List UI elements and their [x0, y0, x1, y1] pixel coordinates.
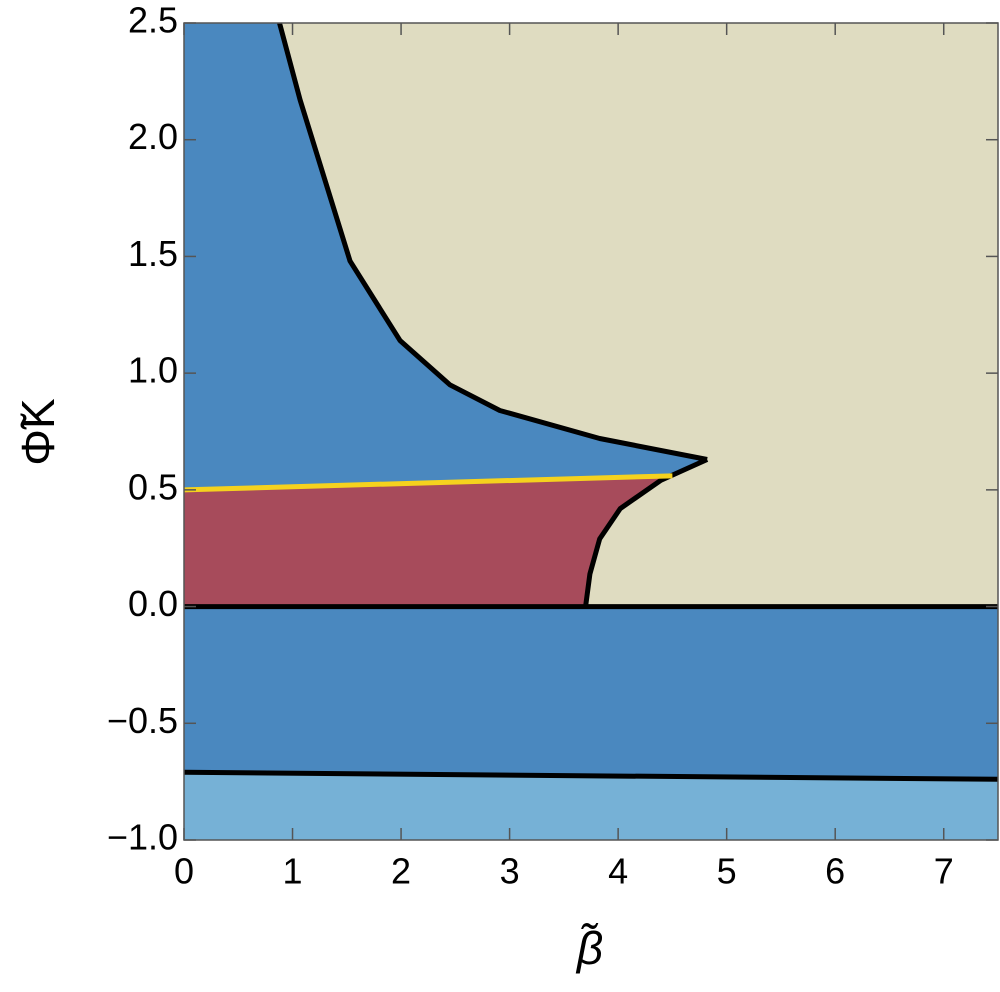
boundary-line	[183, 769, 999, 782]
y-tick-label: 2.0	[128, 116, 178, 157]
y-tick-label: 1.0	[128, 350, 178, 391]
y-axis-label: Φ̃K	[12, 398, 64, 466]
x-tick-label: 1	[283, 851, 303, 892]
y-tick-label: −1.0	[107, 817, 178, 858]
x-tick-label: 4	[608, 851, 628, 892]
x-tick-label: 3	[500, 851, 520, 892]
x-tick-label: 0	[174, 851, 194, 892]
y-tick-label: 0.0	[128, 583, 178, 624]
region	[184, 772, 998, 840]
y-tick-label: 0.5	[128, 466, 178, 507]
y-tick-label: 2.5	[128, 0, 178, 41]
x-tick-label: 7	[934, 851, 954, 892]
y-tick-label: 1.5	[128, 233, 178, 274]
x-tick-label: 5	[717, 851, 737, 892]
region	[184, 475, 673, 607]
region	[279, 23, 998, 607]
boundary-line	[183, 473, 673, 493]
x-tick-label: 6	[825, 851, 845, 892]
plot-frame	[183, 22, 999, 841]
boundary-line	[277, 22, 708, 462]
x-axis-label: β̃	[575, 922, 603, 974]
y-tick-label: −0.5	[107, 700, 178, 741]
x-tick-label: 2	[391, 851, 411, 892]
